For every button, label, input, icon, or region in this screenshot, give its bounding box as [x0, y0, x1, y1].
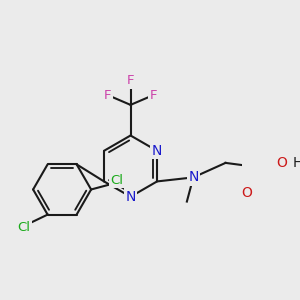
Text: Cl: Cl — [110, 174, 123, 187]
Text: H: H — [293, 156, 300, 170]
Text: N: N — [188, 170, 199, 184]
Text: F: F — [104, 89, 112, 102]
Text: N: N — [152, 144, 162, 158]
Text: Cl: Cl — [18, 221, 31, 234]
Text: F: F — [149, 89, 157, 102]
Text: O: O — [277, 156, 287, 170]
Text: N: N — [125, 190, 136, 204]
Text: F: F — [127, 74, 134, 87]
Text: O: O — [241, 186, 252, 200]
